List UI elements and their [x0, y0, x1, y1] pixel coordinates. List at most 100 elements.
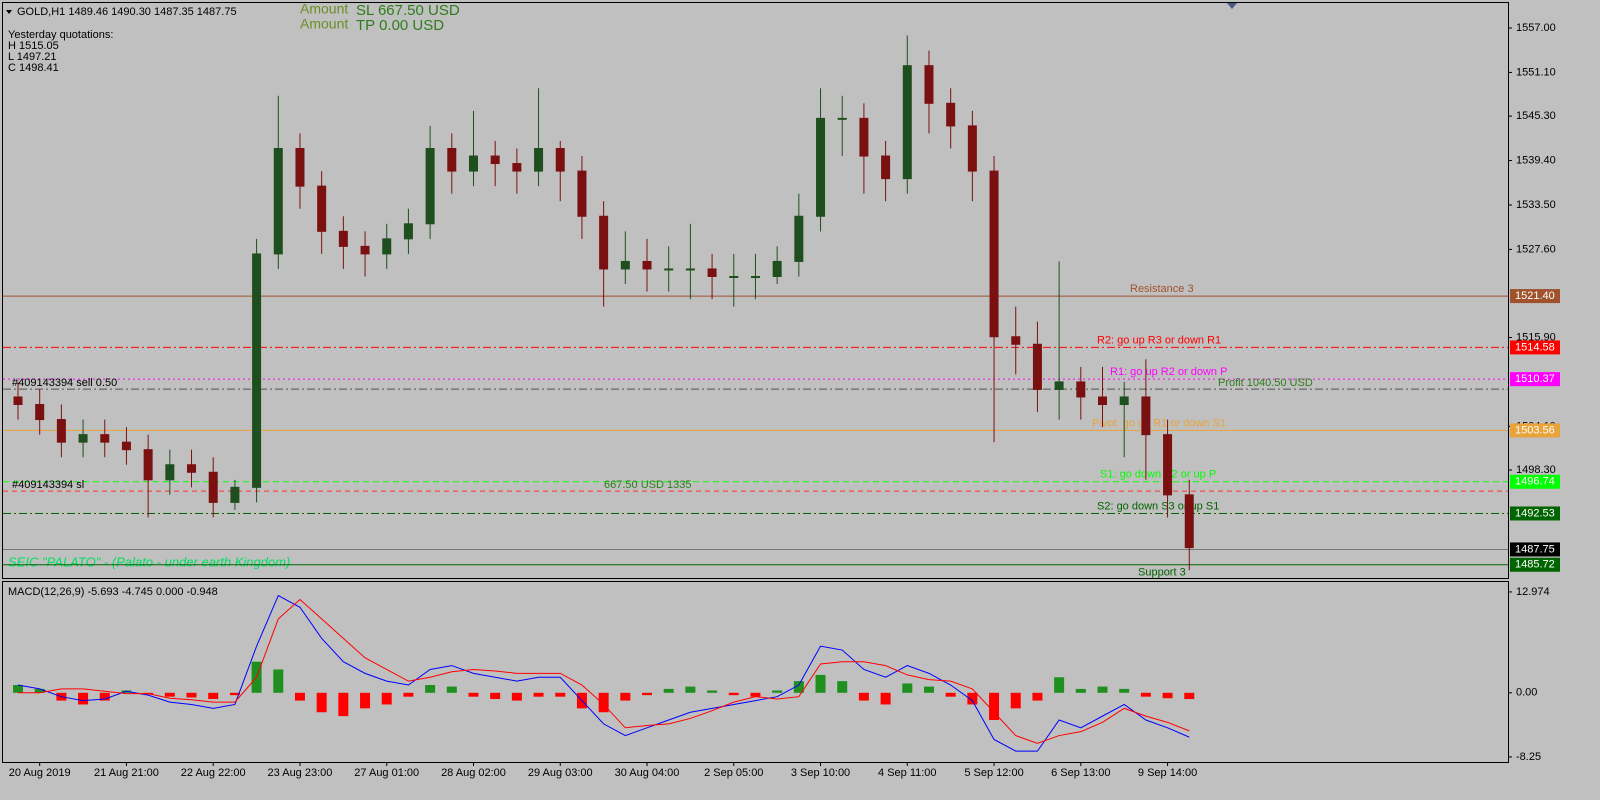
candle-body: [967, 125, 977, 172]
macd-bar: [273, 669, 284, 693]
price-tag: [1510, 557, 1560, 572]
macd-bar: [923, 686, 934, 693]
macd-bar: [837, 681, 848, 693]
candle-body: [794, 215, 804, 262]
macd-bar: [945, 692, 956, 697]
candle-body: [121, 441, 131, 451]
y-tick-label: 0.00: [1516, 687, 1537, 699]
candle-body: [295, 147, 305, 187]
macd-bar: [338, 692, 349, 717]
order-note: Profit 1040.50 USD: [1218, 377, 1313, 389]
level-label: Support 3: [1138, 567, 1186, 579]
candle-body: [989, 170, 999, 338]
candle-body: [707, 268, 717, 278]
candle-body: [837, 117, 847, 120]
order-label: #409143394 sell 0.50: [12, 377, 117, 389]
candle-body: [924, 65, 934, 104]
macd-bar: [1119, 688, 1130, 693]
macd-bar: [1054, 677, 1065, 693]
x-tick-label: 6 Sep 13:00: [1051, 767, 1110, 779]
macd-bar: [1162, 692, 1173, 699]
price-tag-label: 1487.75: [1515, 543, 1555, 555]
macd-bar: [381, 692, 392, 705]
macd-bar: [902, 683, 913, 693]
macd-bar: [793, 681, 804, 693]
macd-bar: [425, 685, 436, 693]
price-tag-label: 1521.40: [1515, 290, 1555, 302]
macd-bar: [858, 692, 869, 701]
watermark: SEIC "PALATO" - (Palato - under earth Ki…: [8, 554, 290, 569]
macd-bar: [316, 692, 327, 713]
price-tag-label: 1514.58: [1515, 341, 1555, 353]
candle-body: [1163, 434, 1173, 496]
macd-bar: [989, 692, 1000, 721]
candle-body: [555, 147, 565, 172]
macd-bar: [13, 685, 23, 693]
macd-line: [17, 594, 1190, 752]
candle-body: [512, 163, 522, 172]
macd-bar: [446, 686, 457, 693]
amount-text: SL 667.50 USD: [356, 2, 460, 19]
candle-body: [1184, 494, 1194, 549]
y-tick-label: 1533.50: [1516, 199, 1556, 211]
macd-bar: [1075, 688, 1086, 693]
candle-body: [447, 147, 457, 172]
price-tag-label: 1485.72: [1515, 559, 1555, 571]
macd-bar: [208, 692, 219, 700]
macd-bar: [1097, 686, 1108, 693]
candle-body: [100, 434, 110, 443]
candle-body: [902, 65, 912, 180]
macd-bar: [663, 688, 674, 693]
macd-bar: [880, 692, 891, 705]
candle-body: [750, 276, 760, 279]
candle-body: [946, 102, 956, 127]
macd-bar: [642, 692, 653, 696]
y-tick-label: -8.25: [1516, 751, 1541, 763]
symbol-info: GOLD,H1 1489.46 1490.30 1487.35 1487.75: [17, 6, 237, 18]
macd-bar: [403, 692, 414, 697]
level-label: R1: go up R2 or down P: [1110, 366, 1227, 378]
x-tick-label: 29 Aug 03:00: [528, 767, 593, 779]
price-tag-label: 1510.37: [1515, 373, 1555, 385]
info-line: L 1497.21: [8, 51, 57, 63]
candle-body: [1098, 396, 1107, 406]
level-label: R2: go up R3 or down R1: [1097, 334, 1221, 346]
amount-label: Amount: [300, 1, 348, 17]
x-tick-label: 27 Aug 01:00: [354, 767, 419, 779]
candle-body: [78, 434, 88, 443]
price-tag-label: 1492.53: [1515, 507, 1555, 519]
macd-bar: [34, 688, 45, 693]
price-tag-label: 1496.74: [1515, 476, 1555, 488]
info-line: H 1515.05: [8, 40, 59, 52]
level-label: S2: go down S3 or up S1: [1097, 500, 1219, 512]
macd-bar: [229, 692, 240, 696]
macd-bar: [511, 692, 522, 701]
order-note: 667.50 USD 1335: [604, 479, 691, 491]
scroll-marker: [1227, 3, 1237, 9]
x-tick-label: 2 Sep 05:00: [704, 767, 763, 779]
candle-body: [187, 464, 197, 473]
macd-bar: [186, 692, 197, 698]
y-tick-label: 12.974: [1516, 586, 1550, 598]
candle-body: [143, 449, 153, 481]
price-tag: [1510, 542, 1560, 557]
candle-body: [208, 471, 218, 503]
price-tag: [1510, 423, 1560, 438]
price-tag: [1510, 340, 1560, 355]
candle-body: [317, 185, 327, 232]
macd-bar: [78, 692, 89, 705]
x-tick-label: 9 Sep 14:00: [1138, 767, 1197, 779]
x-tick-label: 4 Sep 11:00: [878, 767, 937, 779]
candle-body: [685, 268, 695, 271]
candle-body: [772, 260, 782, 278]
macd-bar: [620, 692, 631, 701]
price-tag-label: 1503.56: [1515, 424, 1555, 436]
macd-bar: [99, 692, 110, 701]
candle-body: [620, 260, 630, 270]
x-tick-label: 20 Aug 2019: [9, 767, 71, 779]
order-label: #409143394 sl: [12, 479, 84, 491]
macd-bar: [815, 674, 826, 693]
y-tick-label: 1498.30: [1516, 464, 1556, 476]
macd-bar: [1140, 692, 1151, 697]
